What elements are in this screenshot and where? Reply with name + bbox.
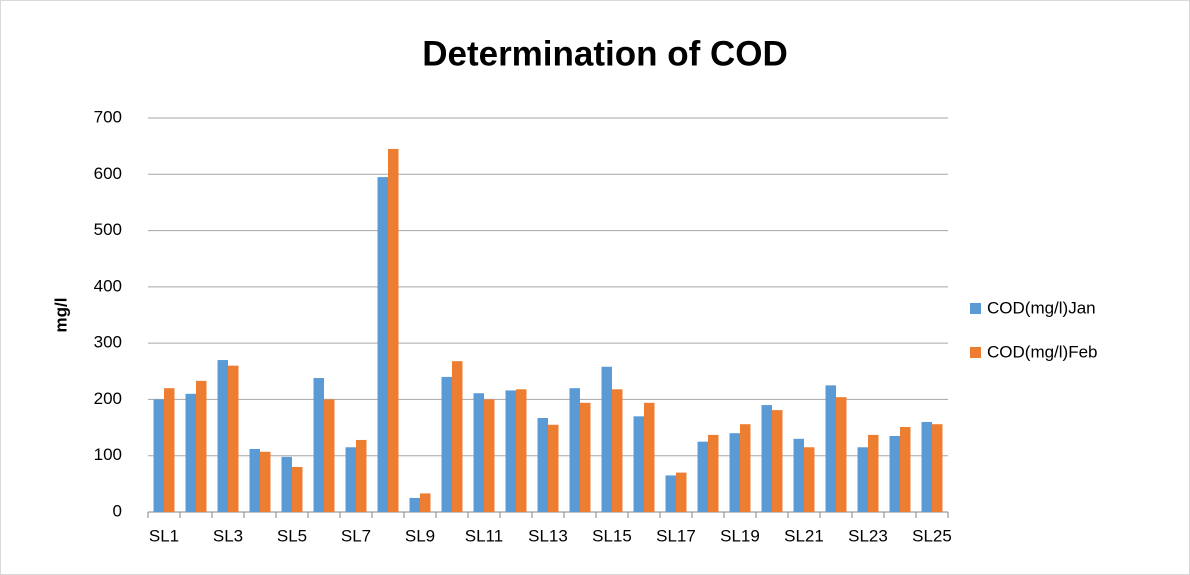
- bar: [836, 397, 847, 512]
- legend-swatch: [970, 347, 981, 358]
- bar: [900, 427, 911, 512]
- x-tick-label: SL15: [592, 526, 632, 545]
- bar: [665, 475, 676, 512]
- bar: [505, 390, 516, 512]
- x-tick-label: SL11: [465, 526, 503, 545]
- bar: [569, 388, 580, 512]
- bar: [441, 376, 452, 512]
- bar: [153, 399, 164, 512]
- bar: [761, 405, 772, 512]
- bar: [633, 416, 644, 512]
- legend-label: COD(mg/l)Feb: [987, 342, 1098, 361]
- bar: [185, 393, 196, 512]
- bar: [409, 497, 420, 512]
- bar: [868, 434, 879, 512]
- bar: [793, 438, 804, 512]
- bar: [281, 456, 292, 512]
- bar: [217, 360, 228, 512]
- x-tick-label: SL13: [528, 526, 568, 545]
- bar: [676, 472, 687, 512]
- y-tick-label: 700: [94, 107, 122, 126]
- x-tick-label: SL9: [405, 526, 435, 545]
- y-tick-label: 0: [113, 501, 122, 520]
- bar: [452, 361, 463, 512]
- bar: [612, 389, 623, 512]
- bar: [516, 389, 527, 512]
- x-tick-label: SL23: [848, 526, 888, 545]
- y-tick-label: 400: [94, 276, 122, 295]
- bar: [260, 451, 271, 512]
- bar: [697, 441, 708, 512]
- bar: [601, 366, 612, 512]
- bar: [804, 447, 815, 512]
- bar: [164, 388, 175, 512]
- bar: [644, 402, 655, 512]
- bar: [313, 378, 324, 512]
- bar: [772, 410, 783, 512]
- y-tick-label: 100: [94, 445, 122, 464]
- y-tick-label: 300: [94, 333, 122, 352]
- bar: [932, 424, 943, 512]
- chart-title: Determination of COD: [422, 34, 788, 73]
- bar: [345, 447, 356, 512]
- bar: [580, 402, 591, 512]
- bar: [921, 421, 932, 512]
- y-tick-label: 600: [94, 164, 122, 183]
- bar: [356, 439, 367, 512]
- legend-label: COD(mg/l)Jan: [987, 298, 1096, 317]
- bar: [857, 447, 868, 512]
- x-tick-label: SL5: [277, 526, 307, 545]
- y-axis-label: mg/l: [51, 298, 70, 333]
- bar: [292, 466, 303, 512]
- bar: [473, 393, 484, 512]
- bar: [228, 365, 239, 512]
- bar: [740, 424, 751, 512]
- bar: [537, 418, 548, 512]
- y-tick-label: 500: [94, 220, 122, 239]
- bar: [484, 399, 495, 512]
- bar: [889, 436, 900, 512]
- bar: [825, 385, 836, 512]
- bar: [249, 448, 260, 512]
- bar: [324, 399, 335, 512]
- bar: [388, 148, 399, 512]
- bar: [420, 493, 431, 512]
- legend-swatch: [970, 303, 981, 314]
- bar: [377, 177, 388, 512]
- bar: [708, 434, 719, 512]
- x-tick-label: SL19: [720, 526, 760, 545]
- bar: [196, 380, 207, 512]
- x-tick-label: SL1: [149, 526, 179, 545]
- x-tick-label: SL3: [213, 526, 243, 545]
- x-tick-label: SL25: [912, 526, 952, 545]
- x-tick-label: SL21: [784, 526, 824, 545]
- bar: [548, 424, 559, 512]
- x-tick-label: SL17: [656, 526, 696, 545]
- x-tick-label: SL7: [341, 526, 371, 545]
- bar: [729, 433, 740, 512]
- y-tick-label: 200: [94, 389, 122, 408]
